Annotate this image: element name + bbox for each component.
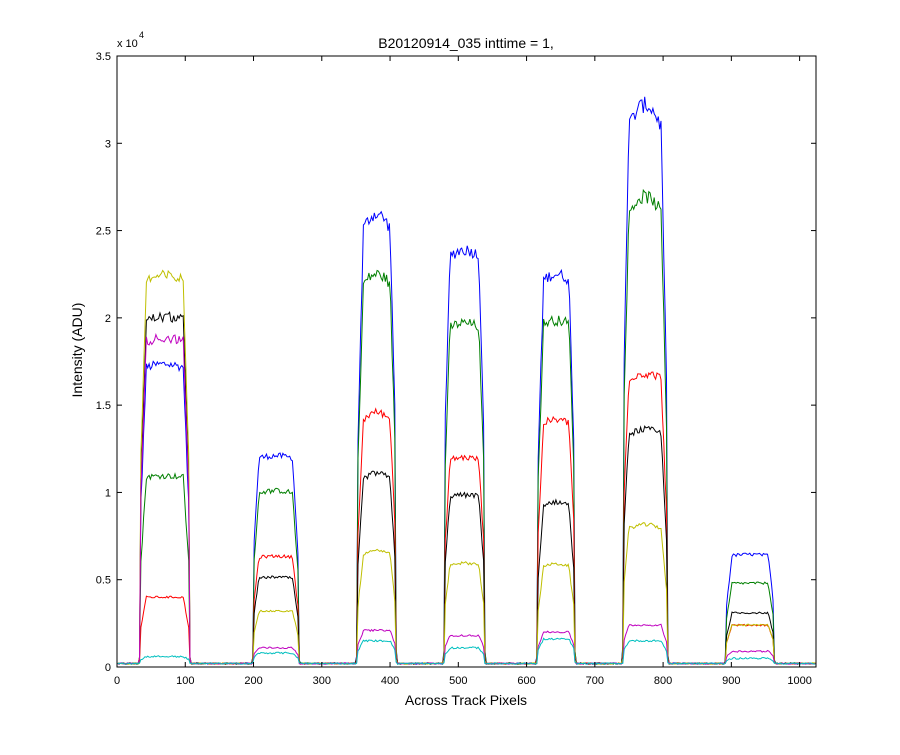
y-tick-label: 3.5 (96, 51, 111, 63)
x-tick-label: 600 (517, 675, 535, 687)
x-tick-label: 800 (654, 675, 672, 687)
y-tick-label: 3 (105, 138, 111, 150)
series-line-7 (117, 637, 816, 665)
chart-title: B20120914_035 inttime = 1, (378, 35, 554, 51)
x-tick-label: 100 (176, 675, 194, 687)
x-tick-label: 300 (313, 675, 331, 687)
x-tick-label: 400 (381, 675, 399, 687)
y-exponent-label: x 10 (117, 38, 138, 50)
x-tick-label: 500 (449, 675, 467, 687)
y-tick-label: 1.5 (96, 400, 111, 412)
axes-box (116, 55, 817, 668)
x-tick-label: 1000 (787, 675, 811, 687)
y-tick-label: 2.5 (96, 226, 111, 238)
x-tick-label: 700 (586, 675, 604, 687)
series-layer (117, 96, 816, 666)
x-axis-label: Across Track Pixels (405, 692, 527, 708)
x-tick-label: 900 (722, 675, 740, 687)
x-axis: 0 100 200 300 400 500 600 700 800 900 1000 (114, 56, 812, 687)
y-tick-label: 0 (105, 662, 111, 674)
plot-area (117, 56, 816, 667)
x-tick-label: 200 (244, 675, 262, 687)
y-axis: 0 0.5 1 1.5 2 2.5 3 3.5 (96, 51, 816, 674)
y-tick-label: 0.5 (96, 575, 111, 587)
y-tick-label: 1 (105, 487, 111, 499)
y-exponent-power: 4 (139, 30, 144, 40)
y-axis-label: Intensity (ADU) (69, 303, 85, 398)
y-tick-label: 2 (105, 313, 111, 325)
x-tick-label: 0 (114, 675, 120, 687)
